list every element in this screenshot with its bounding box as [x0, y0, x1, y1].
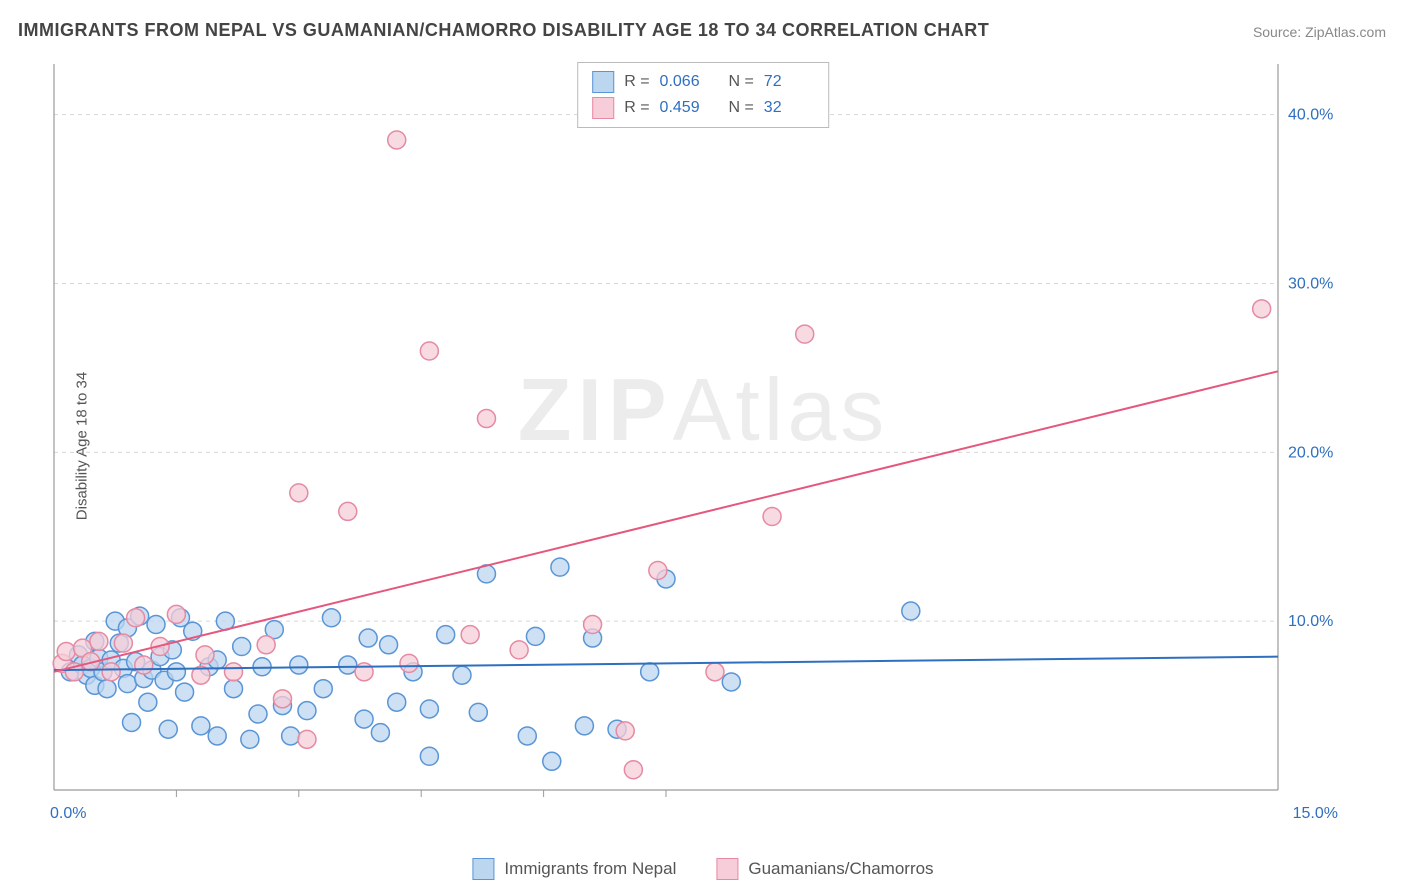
svg-text:30.0%: 30.0% — [1288, 275, 1333, 292]
legend-item: Guamanians/Chamorros — [716, 858, 933, 880]
legend-item: Immigrants from Nepal — [472, 858, 676, 880]
series-legend: Immigrants from Nepal Guamanians/Chamorro… — [472, 858, 933, 880]
legend-label: Immigrants from Nepal — [504, 859, 676, 879]
n-value: 32 — [764, 99, 814, 117]
r-value: 0.459 — [660, 99, 710, 117]
svg-text:10.0%: 10.0% — [1288, 613, 1333, 630]
svg-text:20.0%: 20.0% — [1288, 444, 1333, 461]
chart-title: IMMIGRANTS FROM NEPAL VS GUAMANIAN/CHAMO… — [18, 20, 989, 41]
legend-swatch — [472, 858, 494, 880]
legend-swatch — [592, 71, 614, 93]
svg-text:15.0%: 15.0% — [1293, 805, 1338, 822]
source-attribution: Source: ZipAtlas.com — [1253, 24, 1386, 40]
plot-area: 10.0% 20.0% 30.0% 40.0% 0.0% 15.0% — [48, 60, 1348, 830]
correlation-legend: R = 0.066 N = 72R = 0.459 N = 32 — [577, 62, 829, 128]
r-value: 0.066 — [660, 73, 710, 91]
svg-text:0.0%: 0.0% — [50, 805, 86, 822]
svg-text:40.0%: 40.0% — [1288, 107, 1333, 124]
r-label: R = — [624, 73, 649, 91]
n-label: N = — [720, 73, 754, 91]
legend-swatch — [716, 858, 738, 880]
legend-label: Guamanians/Chamorros — [748, 859, 933, 879]
scatter-chart: 10.0% 20.0% 30.0% 40.0% 0.0% 15.0% — [48, 60, 1348, 830]
legend-swatch — [592, 97, 614, 119]
correlation-legend-row: R = 0.066 N = 72 — [592, 69, 814, 95]
n-value: 72 — [764, 73, 814, 91]
correlation-legend-row: R = 0.459 N = 32 — [592, 95, 814, 121]
n-label: N = — [720, 99, 754, 117]
r-label: R = — [624, 99, 649, 117]
